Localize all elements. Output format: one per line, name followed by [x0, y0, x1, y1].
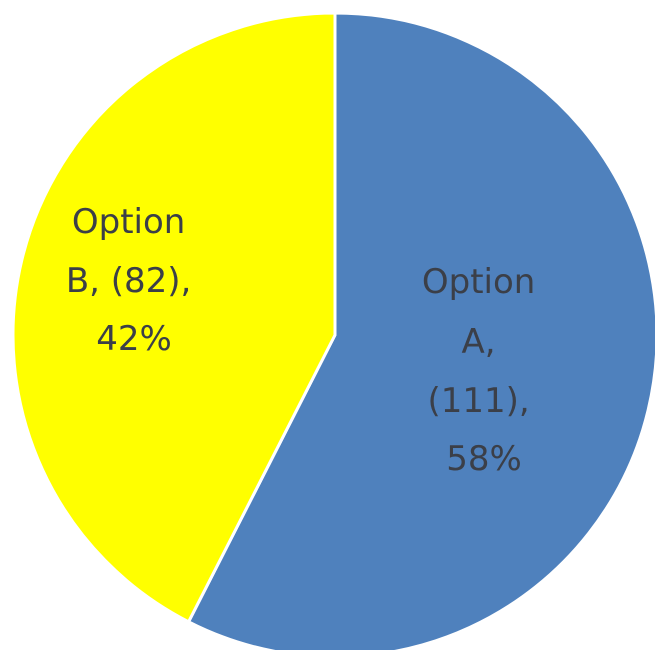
pie-slice-option-a [187, 11, 655, 650]
data-label-option-b: Option B, (82), 42% [66, 202, 202, 359]
pie-slice-option-b [11, 11, 337, 624]
pie-slices [11, 11, 655, 650]
data-label-option-a: Option A, (111), 58% [422, 262, 546, 479]
pie-data-labels: Option A, (111), 58% Option B, (82), 42% [66, 202, 546, 479]
